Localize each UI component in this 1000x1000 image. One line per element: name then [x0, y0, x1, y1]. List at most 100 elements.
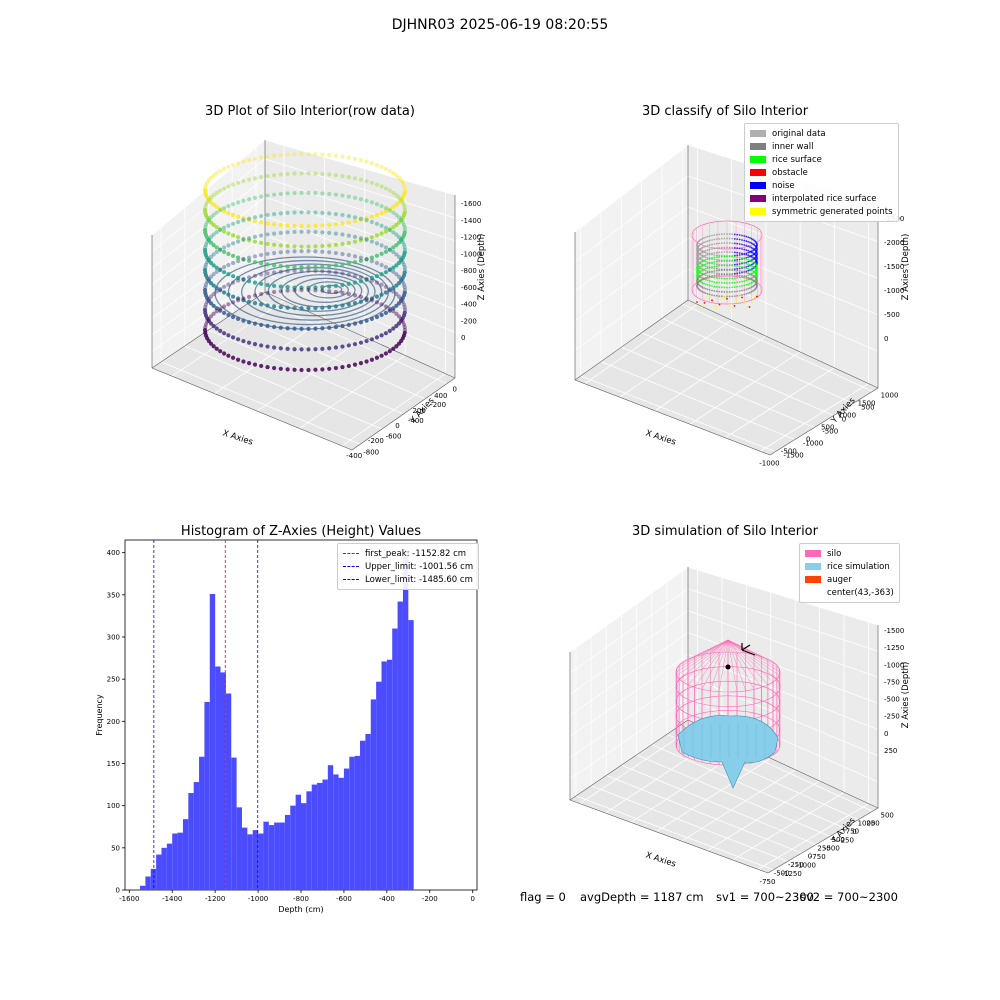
x-grid-line — [575, 795, 774, 871]
scatter-point — [747, 292, 750, 295]
scatter-point — [202, 287, 208, 293]
x-tick-label: 1000 — [838, 411, 856, 419]
scatter-point — [346, 175, 351, 180]
scatter-point — [352, 321, 358, 326]
scatter-point — [265, 173, 270, 179]
scatter-point — [346, 291, 351, 297]
scatter-point — [736, 233, 739, 236]
histogram-bar — [252, 830, 259, 890]
scatter-point — [703, 237, 705, 239]
scatter-point — [728, 242, 731, 244]
scatter-point — [203, 322, 209, 327]
scatter-point — [203, 225, 208, 230]
floor-ring-point — [267, 270, 369, 312]
scatter-point — [226, 223, 231, 228]
scatter-point — [743, 248, 746, 251]
scatter-point — [299, 287, 304, 293]
scatter-point — [704, 249, 707, 252]
scatter-point — [747, 272, 750, 275]
x-tick-label: 1000 — [858, 819, 876, 827]
scatter-point — [246, 294, 252, 299]
scatter-point — [704, 260, 707, 263]
y-tick-label: 100 — [107, 802, 120, 810]
scatter-point — [214, 269, 219, 274]
scatter-point — [374, 280, 380, 285]
scatter-point — [214, 170, 219, 176]
z-tick-label: 0 — [884, 335, 888, 343]
scatter-point — [265, 344, 270, 349]
scatter-point — [285, 191, 290, 196]
scatter-point — [211, 193, 216, 198]
scatter-point — [259, 343, 264, 348]
legend-entry: Upper_limit: -1001.56 cm — [343, 560, 473, 573]
scatter-point — [743, 239, 746, 242]
legend-label: Lower_limit: -1485.60 cm — [365, 574, 473, 585]
y-tick-label: 200 — [107, 718, 120, 726]
scatter-point — [218, 287, 223, 292]
scatter-point — [259, 281, 264, 286]
legend-entry: center(43,-363) — [805, 586, 894, 599]
scatter-point — [278, 211, 283, 216]
scatter-point — [383, 245, 389, 250]
scatter-point — [214, 210, 219, 215]
scatter-point — [736, 254, 739, 257]
scatter-point — [202, 327, 208, 333]
x-grid-line — [232, 313, 426, 400]
scatter-point — [235, 278, 241, 283]
histogram-bar — [295, 794, 301, 890]
scatter-point — [271, 173, 277, 178]
x-tick-label: -500 — [774, 869, 790, 877]
scatter-point — [396, 254, 402, 260]
scatter-point — [736, 242, 739, 245]
legend-entry: interpolated rice surface — [750, 192, 893, 205]
scatter-point — [369, 161, 375, 166]
scatter-point — [720, 273, 723, 276]
scatter-point — [278, 222, 283, 228]
scatter-point — [400, 200, 405, 205]
scatter-point — [306, 229, 311, 234]
scatter-point — [752, 285, 754, 288]
scatter-point — [230, 294, 236, 299]
scatter-point — [387, 328, 392, 333]
scatter-point — [720, 251, 723, 254]
scatter-point — [221, 225, 227, 230]
scatter-point — [340, 241, 345, 247]
simulation-plot-title: 3D simulation of Silo Interior — [632, 524, 818, 539]
scatter-point — [292, 367, 297, 372]
histogram-bar — [322, 779, 328, 890]
scatter-point — [327, 346, 332, 351]
y-grid-line — [584, 304, 698, 385]
scatter-point — [358, 294, 364, 299]
z-axis-label: Z Axies (Depth) — [901, 662, 911, 729]
x-axis-label: X Axies — [644, 850, 677, 869]
scatter-point — [306, 367, 311, 373]
scatter-point — [733, 251, 736, 254]
scatter-point — [726, 282, 728, 284]
scatter-point — [401, 282, 407, 287]
scatter-point — [752, 263, 754, 265]
scatter-point — [745, 267, 748, 269]
scatter-point — [731, 277, 734, 280]
scatter-point — [743, 284, 746, 287]
scatter-point — [306, 151, 311, 157]
scatter-point — [396, 301, 402, 306]
scatter-point — [750, 269, 753, 272]
scatter-point — [202, 267, 208, 273]
scatter-point — [205, 279, 210, 285]
scatter-point — [400, 299, 405, 304]
scatter-point — [218, 206, 223, 212]
legend-line — [343, 553, 359, 554]
scatter-point — [726, 255, 728, 258]
histogram-bar — [402, 556, 409, 890]
scatter-point — [358, 236, 364, 241]
scatter-point — [743, 280, 746, 282]
scatter-point — [205, 180, 210, 185]
scatter-point — [230, 162, 236, 168]
scatter-point — [202, 307, 208, 313]
scatter-point — [369, 255, 375, 260]
scatter-point — [736, 263, 739, 266]
scatter-point — [391, 190, 396, 195]
scatter-point — [728, 282, 731, 284]
legend-swatch — [750, 208, 766, 215]
scatter-point — [713, 243, 716, 245]
